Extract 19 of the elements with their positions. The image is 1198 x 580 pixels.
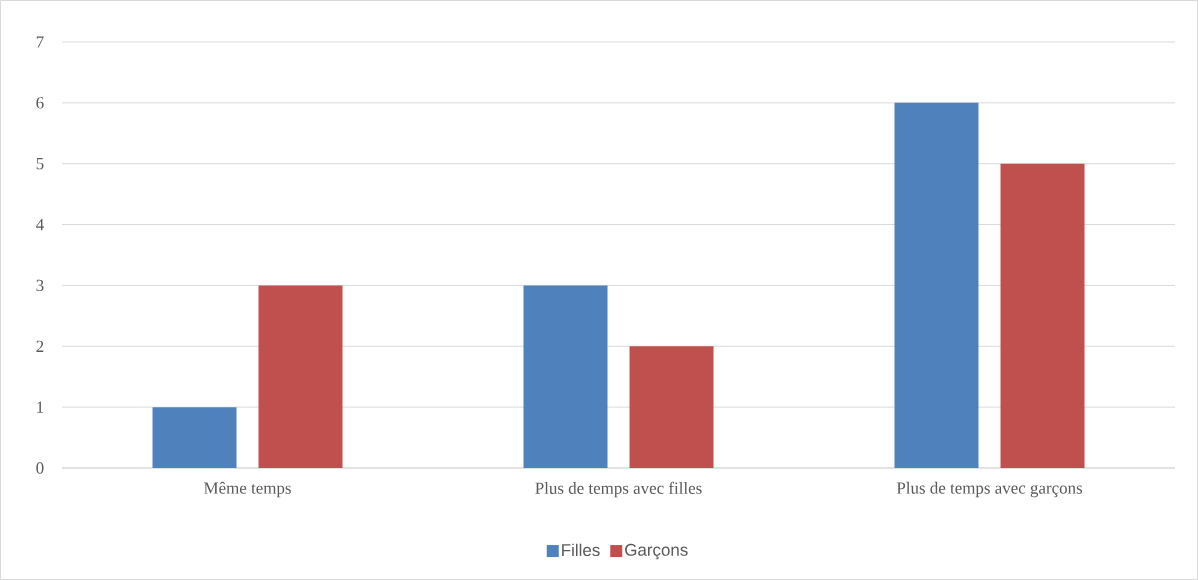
bar bbox=[258, 285, 343, 468]
y-tick-label: 1 bbox=[37, 401, 44, 413]
y-tick-label: 4 bbox=[36, 219, 44, 231]
bar bbox=[152, 407, 237, 468]
y-tick-label: 3 bbox=[36, 279, 44, 292]
y-tick-label: 6 bbox=[36, 97, 44, 109]
y-tick-label: 5 bbox=[36, 158, 44, 170]
legend-label: Filles bbox=[562, 543, 600, 557]
legend-label: Garçons bbox=[625, 543, 688, 560]
bar bbox=[1000, 163, 1085, 468]
x-tick-label: Plus de temps avec filles bbox=[535, 481, 702, 498]
x-tick-label: Plus de temps avec garçons bbox=[896, 481, 1083, 498]
bar bbox=[523, 285, 608, 468]
y-tick-label: 0 bbox=[36, 462, 44, 474]
bar bbox=[894, 102, 979, 468]
x-tick-label: Même temps bbox=[204, 481, 291, 498]
y-tick-label: 2 bbox=[36, 340, 44, 352]
y-tick-label: 7 bbox=[36, 36, 44, 48]
bar bbox=[629, 346, 714, 468]
